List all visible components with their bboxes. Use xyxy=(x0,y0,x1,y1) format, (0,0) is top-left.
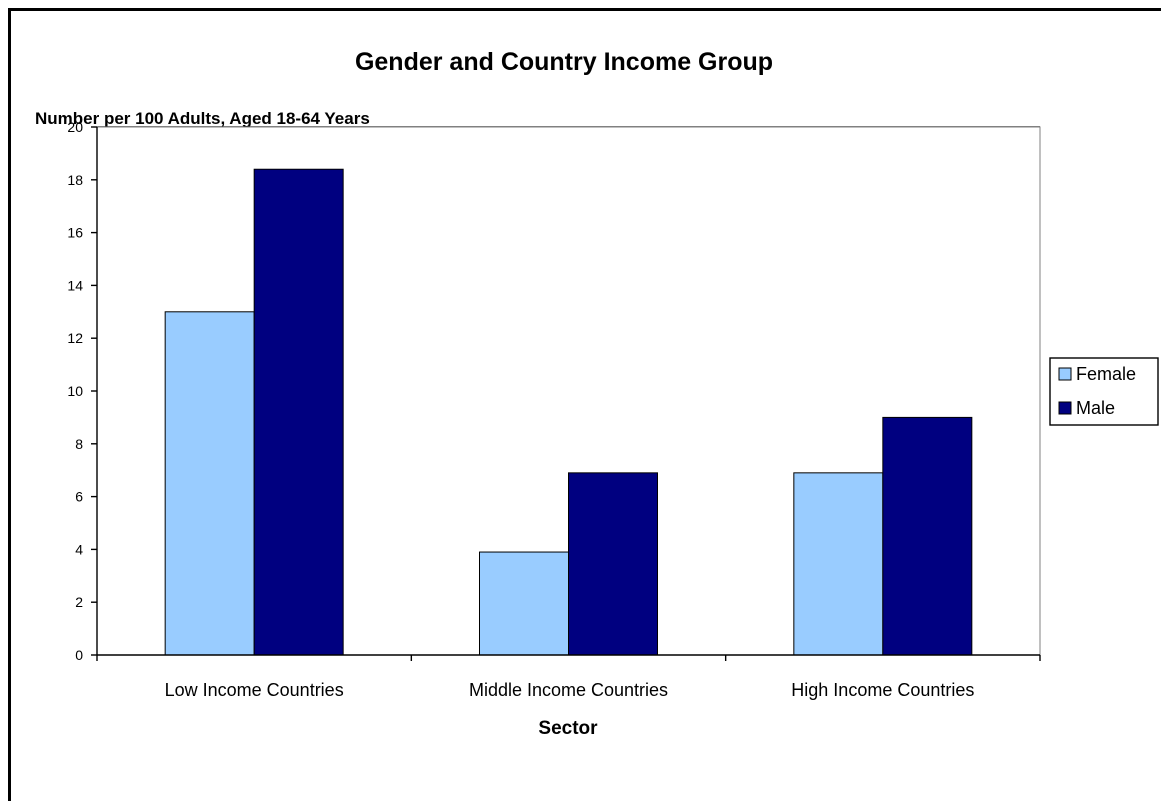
x-category-label: Low Income Countries xyxy=(165,680,344,700)
bar-female-1 xyxy=(164,311,255,656)
y-tick-label: 20 xyxy=(67,119,83,135)
bar-male-3 xyxy=(882,416,973,656)
y-tick-label: 0 xyxy=(75,647,83,663)
y-tick-label: 12 xyxy=(67,330,83,346)
y-axis-label: Number per 100 Adults, Aged 18-64 Years xyxy=(35,109,370,128)
legend-swatch-female xyxy=(1058,367,1072,381)
y-tick-label: 8 xyxy=(75,436,83,452)
axes xyxy=(91,126,1041,661)
y-tick-labels: 0 2 4 6 8 10 12 14 16 18 20 xyxy=(67,119,83,663)
legend-label-male: Male xyxy=(1076,398,1115,418)
y-tick-label: 6 xyxy=(75,489,83,505)
bar-male-1 xyxy=(253,168,344,656)
legend-label-female: Female xyxy=(1076,364,1136,384)
x-category-label: Middle Income Countries xyxy=(469,680,668,700)
y-tick-label: 4 xyxy=(75,541,83,557)
legend-swatch-male xyxy=(1058,401,1072,415)
bar-female-2 xyxy=(479,551,569,656)
x-category-label: High Income Countries xyxy=(791,680,974,700)
bar-female-3 xyxy=(793,472,884,656)
legend: Female Male xyxy=(1049,357,1159,426)
chart-title: Gender and Country Income Group xyxy=(355,48,773,76)
y-tick-label: 18 xyxy=(67,172,83,188)
y-tick-label: 10 xyxy=(67,383,83,399)
y-tick-label: 2 xyxy=(75,594,83,610)
y-tick-label: 16 xyxy=(67,225,83,241)
x-category-labels: Low Income Countries Middle Income Countr… xyxy=(165,680,975,700)
bar-male-2 xyxy=(568,472,658,656)
x-axis-label: Sector xyxy=(538,718,598,739)
bars xyxy=(164,168,973,656)
y-tick-label: 14 xyxy=(67,277,83,293)
